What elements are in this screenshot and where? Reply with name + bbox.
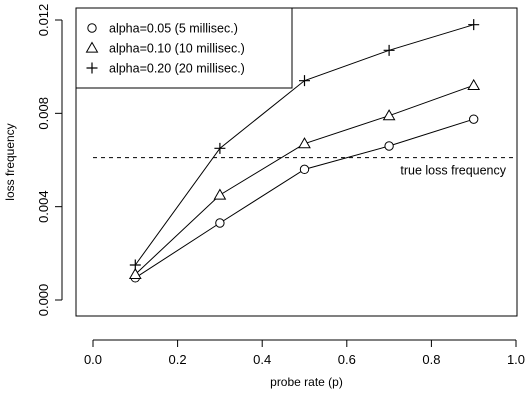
legend-label: alpha=0.05 (5 millisec.) <box>109 22 238 36</box>
series-line <box>134 84 474 275</box>
legend-label: alpha=0.10 (10 millisec.) <box>109 42 245 56</box>
data-point <box>382 109 396 121</box>
y-tick-label: 0.012 <box>36 4 51 37</box>
y-tick-label: 0.008 <box>36 97 51 130</box>
x-tick-label: 0.0 <box>84 352 102 367</box>
legend-box <box>75 7 293 89</box>
legend-label: alpha=0.20 (20 millisec.) <box>109 62 245 76</box>
data-point <box>299 164 310 175</box>
x-tick-label: 0.6 <box>338 352 356 367</box>
data-point <box>298 137 311 149</box>
data-point <box>468 19 480 31</box>
reference-line-group: true loss frequency <box>93 157 517 178</box>
data-point <box>467 78 481 90</box>
legend: alpha=0.05 (5 millisec.) alpha=0.10 (10 m… <box>75 7 293 89</box>
legend-marker <box>87 23 97 33</box>
legend-marker <box>86 62 98 74</box>
x-tick-label: 1.0 <box>507 352 525 367</box>
x-tick-label: 0.8 <box>422 352 440 367</box>
data-point <box>384 141 394 151</box>
y-tick-label: 0.000 <box>36 284 51 317</box>
reference-line-label: true loss frequency <box>400 164 506 178</box>
x-tick-label: 0.4 <box>253 352 271 367</box>
x-tick-label: 0.2 <box>169 352 187 367</box>
data-point <box>128 267 142 279</box>
x-axis-title: probe rate (p) <box>270 375 343 389</box>
y-tick-label: 0.004 <box>36 190 51 223</box>
series-group <box>128 19 481 283</box>
axes-group: 0.0 0.2 0.4 0.6 0.8 1.0 0.000 0.004 0.008 0.012 <box>36 4 525 367</box>
plot-frame <box>75 7 518 317</box>
data-point <box>215 218 225 228</box>
series-plus <box>129 19 480 271</box>
data-point <box>129 259 141 271</box>
data-point <box>299 75 310 87</box>
legend-marker <box>85 41 99 53</box>
data-point <box>214 142 226 154</box>
y-axis-title: loss frequency <box>3 123 17 200</box>
series-triangle <box>128 78 481 279</box>
data-point <box>469 114 479 124</box>
data-point <box>383 44 395 56</box>
data-point <box>213 188 227 200</box>
